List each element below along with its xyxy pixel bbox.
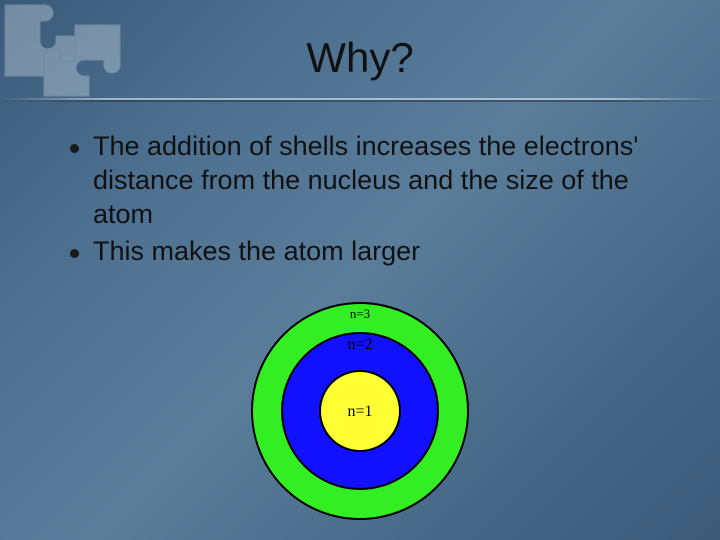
bullet-icon: [70, 144, 79, 153]
list-item: The addition of shells increases the ele…: [70, 130, 670, 231]
shell-label-n3: n=3: [350, 306, 370, 321]
bullet-icon: [70, 249, 79, 258]
bullet-text: This makes the atom larger: [93, 235, 420, 269]
shell-label-n2: n=2: [347, 336, 372, 353]
title-underline-shadow: [0, 100, 720, 102]
page-title: Why?: [0, 16, 720, 82]
atom-shell-diagram: n=3 n=2 n=1: [0, 296, 720, 526]
shell-label-n1: n=1: [347, 403, 372, 420]
bullet-text: The addition of shells increases the ele…: [93, 130, 670, 231]
title-band: Why?: [0, 16, 720, 96]
atom-svg: n=3 n=2 n=1: [240, 296, 480, 526]
list-item: This makes the atom larger: [70, 235, 670, 269]
bullet-list: The addition of shells increases the ele…: [70, 130, 670, 273]
